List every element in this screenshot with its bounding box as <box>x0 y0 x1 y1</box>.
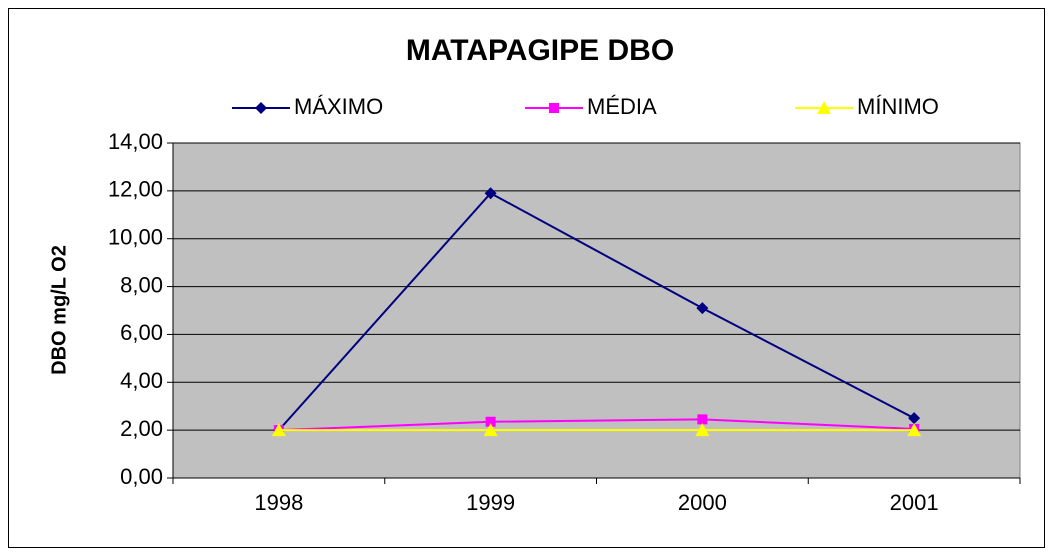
plot-area <box>172 142 1021 479</box>
legend-marker <box>255 102 267 114</box>
y-tick-label: 0,00 <box>120 464 163 489</box>
y-tick-label: 2,00 <box>120 416 163 441</box>
marker <box>697 414 708 425</box>
y-tick-label: 14,00 <box>108 129 163 154</box>
marker <box>483 423 498 437</box>
marker <box>271 423 286 437</box>
marker <box>484 187 497 200</box>
series-line <box>278 191 915 431</box>
y-axis-label: DBO mg/L O2 <box>48 245 70 375</box>
marker <box>695 423 710 437</box>
y-tick-label: 12,00 <box>108 177 163 202</box>
legend-label: MÍNIMO <box>857 94 939 119</box>
legend-marker <box>549 103 559 113</box>
x-tick-label: 2000 <box>678 490 727 515</box>
x-tick-label: 2001 <box>890 490 939 515</box>
legend-label: MÉDIA <box>587 94 657 119</box>
y-tick-label: 6,00 <box>120 320 163 345</box>
marker <box>485 416 496 427</box>
y-tick-label: 10,00 <box>108 225 163 250</box>
marker <box>908 412 921 425</box>
legend-label: MÁXIMO <box>294 94 383 119</box>
series-line <box>278 418 915 432</box>
x-tick-label: 1999 <box>466 490 515 515</box>
marker <box>696 302 709 315</box>
x-tick-label: 1998 <box>254 490 303 515</box>
y-tick-label: 8,00 <box>120 272 163 297</box>
y-tick-label: 4,00 <box>120 368 163 393</box>
chart-title: MATAPAGIPE DBO <box>406 34 674 67</box>
legend-marker <box>817 101 831 114</box>
marker <box>907 423 922 437</box>
